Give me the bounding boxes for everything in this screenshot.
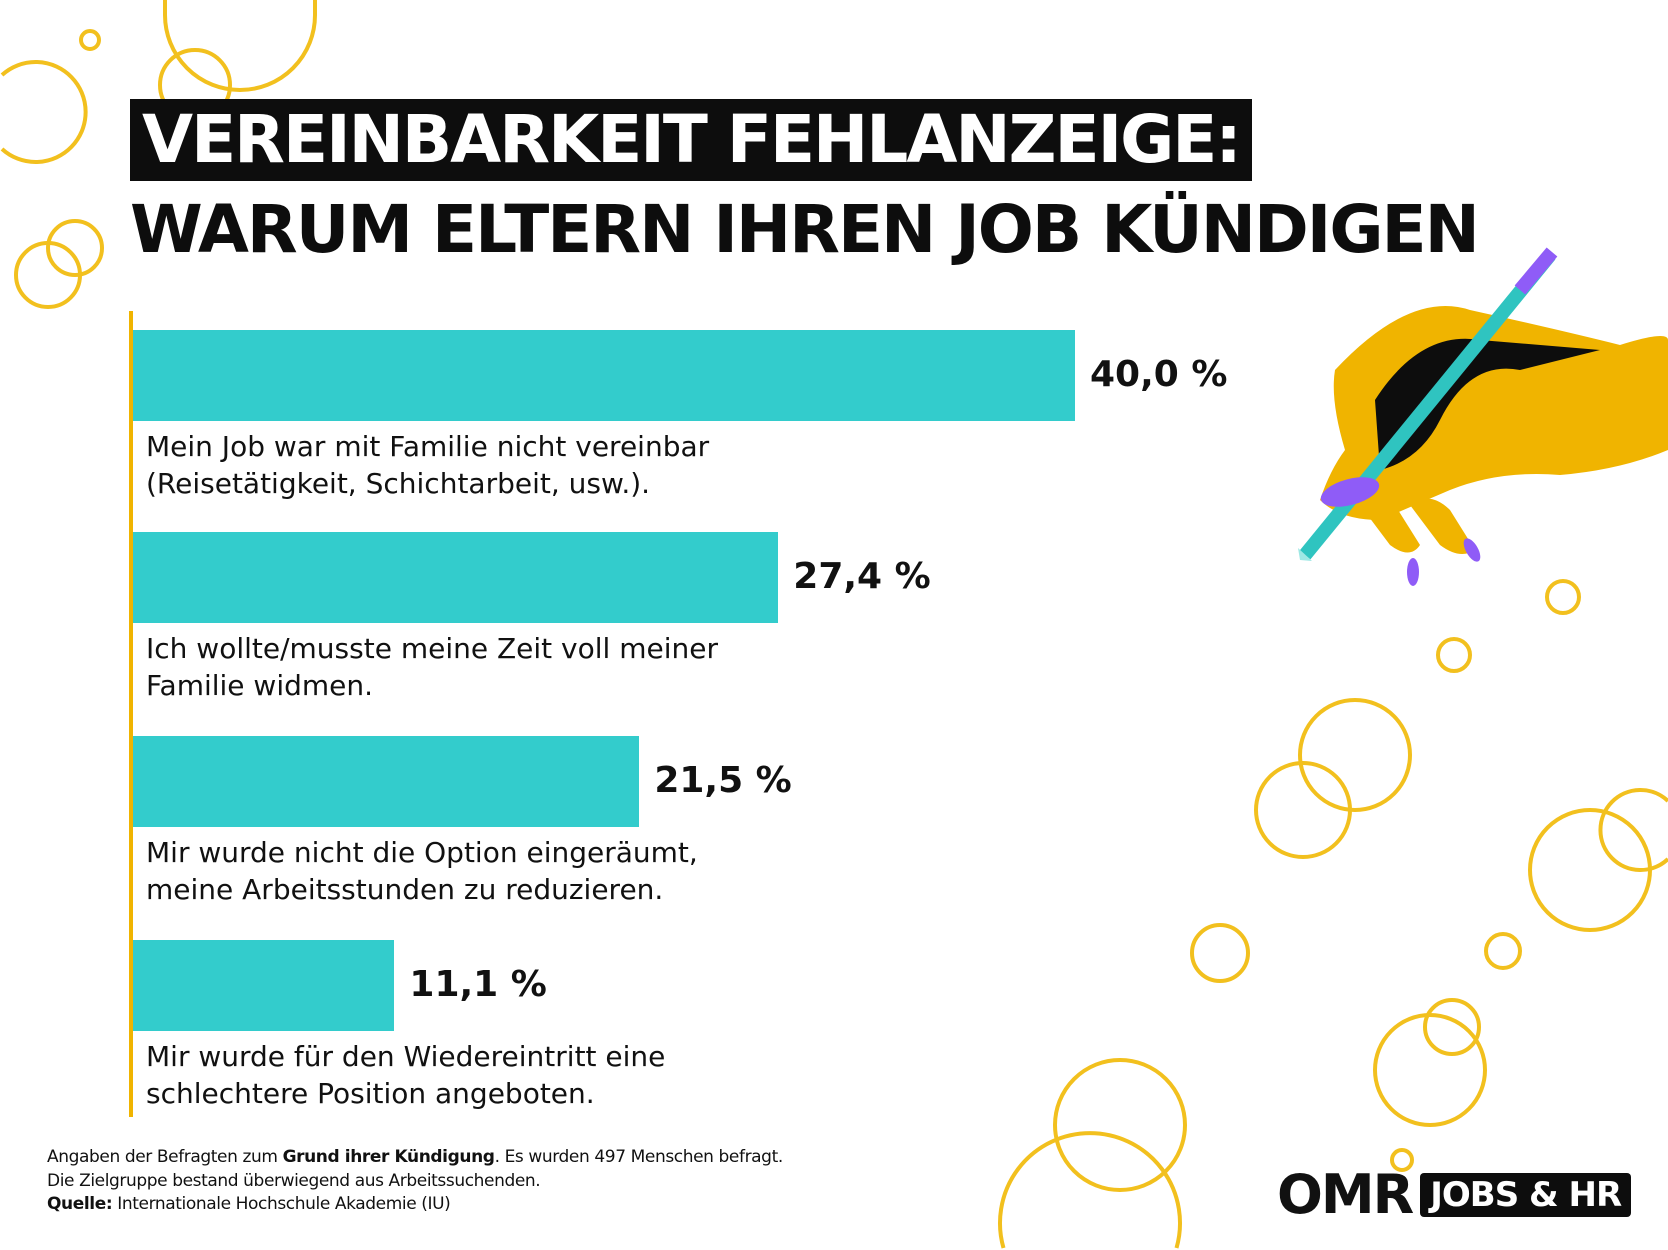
data-label: 27,4 % <box>793 556 931 597</box>
footnote-line-2: Die Zielgruppe bestand überwiegend aus A… <box>47 1170 541 1191</box>
data-label: 40,0 % <box>1090 354 1228 395</box>
category-label-line: schlechtere Position angeboten. <box>146 1077 595 1110</box>
category-label: Mir wurde für den Wiedereintritt eine sch… <box>146 1038 846 1112</box>
logo-badge: JOBS & HR <box>1420 1172 1632 1217</box>
category-label: Ich wollte/musste meine Zeit voll meiner… <box>146 630 846 704</box>
chart-title: VEREINBARKEIT FEHLANZEIGE: <box>130 99 1252 181</box>
data-label: 21,5 % <box>654 760 792 801</box>
category-label-line: Ich wollte/musste meine Zeit voll meiner <box>146 632 718 665</box>
bar-3 <box>133 736 640 827</box>
category-label-line: Mir wurde für den Wiedereintritt eine <box>146 1040 666 1073</box>
chart-axis-line <box>129 311 133 1117</box>
category-label: Mein Job war mit Familie nicht vereinbar… <box>146 428 846 502</box>
category-label-line: Familie widmen. <box>146 669 374 702</box>
source-text: Internationale Hochschule Akademie (IU) <box>112 1194 451 1214</box>
source-label: Quelle: <box>47 1194 113 1214</box>
footnote-bold: Grund ihrer Kündigung <box>282 1147 495 1167</box>
category-label-line: (Reisetätigkeit, Schichtarbeit, usw.). <box>146 467 651 500</box>
category-label-line: meine Arbeitsstunden zu reduzieren. <box>146 873 664 906</box>
logo-brand: OMR <box>1277 1163 1414 1226</box>
footnote-text: . Es wurden 497 Menschen befragt. <box>494 1147 784 1167</box>
chart-subtitle: WARUM ELTERN IHREN JOB KÜNDIGEN <box>130 191 1480 268</box>
category-label-line: Mir wurde nicht die Option eingeräumt, <box>146 836 698 869</box>
omr-jobs-hr-logo: OMR JOBS & HR <box>1277 1163 1632 1226</box>
bar-2 <box>133 532 779 623</box>
data-label: 11,1 % <box>409 964 547 1005</box>
footnote-line-1: Angaben der Befragten zum Grund ihrer Kü… <box>47 1146 783 1170</box>
category-label: Mir wurde nicht die Option eingeräumt, me… <box>146 834 846 908</box>
bar-4 <box>133 940 395 1031</box>
category-label-line: Mein Job war mit Familie nicht vereinbar <box>146 430 710 463</box>
footnote-text: Angaben der Befragten zum <box>47 1147 283 1167</box>
source-line: Quelle: Internationale Hochschule Akadem… <box>47 1193 783 1217</box>
bar-1 <box>133 330 1075 421</box>
footnote: Angaben der Befragten zum Grund ihrer Kü… <box>47 1146 783 1217</box>
